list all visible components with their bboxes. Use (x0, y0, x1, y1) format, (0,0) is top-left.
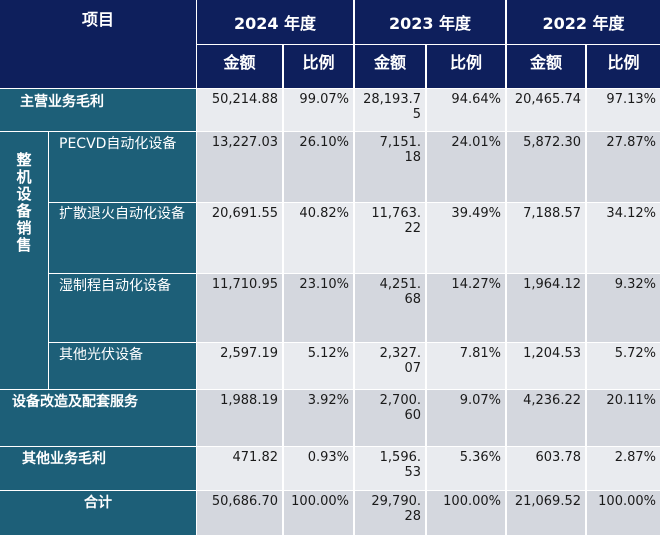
cell-otherbiz-r2022: 2.87% (587, 447, 660, 490)
cell-pecvd-v2023: 7,151.18 (355, 132, 425, 202)
cell-otherpv-r2024: 5.12% (284, 343, 353, 389)
cell-wet-v2023: 4,251.68 (355, 274, 425, 342)
cell-wet-v2024: 11,710.95 (197, 274, 282, 342)
header-ratio-2023: 比例 (427, 45, 505, 88)
cell-total-r2024: 100.00% (284, 491, 353, 535)
cell-total-v2024: 50,686.70 (197, 491, 282, 535)
cell-otherbiz-v2023: 1,596.53 (355, 447, 425, 490)
cell-main-v2024: 50,214.88 (197, 89, 282, 131)
header-year-2023-label: 2023 年度 (388, 14, 472, 33)
header-amount-2022: 金额 (507, 45, 585, 88)
header-year-2023: 2023 年度 (355, 0, 505, 44)
cell-pecvd-v2022: 5,872.30 (507, 132, 585, 202)
row-label-retrofit-service: 设备改造及配套服务 (0, 390, 196, 446)
cell-retrofit-r2024: 3.92% (284, 390, 353, 446)
cell-diffusion-v2024: 20,691.55 (197, 203, 282, 273)
row-label-pecvd: PECVD自动化设备 (49, 132, 196, 202)
header-year-2022-label: 2022 年度 (542, 14, 625, 33)
cell-total-r2023: 100.00% (427, 491, 505, 535)
cell-otherbiz-v2022: 603.78 (507, 447, 585, 490)
cell-diffusion-r2024: 40.82% (284, 203, 353, 273)
row-label-other-pv: 其他光伏设备 (49, 343, 196, 389)
group-label-equipment-sales: 整机设备销售 (0, 132, 48, 389)
cell-retrofit-v2022: 4,236.22 (507, 390, 585, 446)
cell-diffusion-r2023: 39.49% (427, 203, 505, 273)
cell-pecvd-r2022: 27.87% (587, 132, 660, 202)
header-year-2022: 2022 年度 (507, 0, 660, 44)
row-label-other-business: 其他业务毛利 (0, 447, 196, 490)
cell-diffusion-r2022: 34.12% (587, 203, 660, 273)
header-year-2024-label: 2024 年度 (233, 14, 317, 33)
row-label-wet-process: 湿制程自动化设备 (49, 274, 196, 342)
header-item-label: 项目 (81, 10, 114, 29)
cell-main-r2024: 99.07% (284, 89, 353, 131)
cell-otherpv-v2022: 1,204.53 (507, 343, 585, 389)
row-label-main-business: 主营业务毛利 (0, 89, 196, 131)
header-ratio-2024: 比例 (284, 45, 353, 88)
cell-pecvd-r2023: 24.01% (427, 132, 505, 202)
cell-main-v2023: 28,193.75 (355, 89, 425, 131)
cell-total-r2022: 100.00% (587, 491, 660, 535)
cell-retrofit-r2023: 9.07% (427, 390, 505, 446)
cell-total-v2023: 29,790.28 (355, 491, 425, 535)
header-item: 项目 (0, 0, 196, 88)
cell-diffusion-v2022: 7,188.57 (507, 203, 585, 273)
cell-otherbiz-v2024: 471.82 (197, 447, 282, 490)
cell-retrofit-v2024: 1,988.19 (197, 390, 282, 446)
header-amount-2024: 金额 (197, 45, 282, 88)
cell-otherpv-r2023: 7.81% (427, 343, 505, 389)
cell-wet-r2022: 9.32% (587, 274, 660, 342)
cell-main-r2023: 94.64% (427, 89, 505, 131)
cell-diffusion-v2023: 11,763.22 (355, 203, 425, 273)
header-ratio-2022: 比例 (587, 45, 660, 88)
cell-retrofit-r2022: 20.11% (587, 390, 660, 446)
cell-main-v2022: 20,465.74 (507, 89, 585, 131)
cell-wet-r2023: 14.27% (427, 274, 505, 342)
cell-otherbiz-r2024: 0.93% (284, 447, 353, 490)
cell-pecvd-v2024: 13,227.03 (197, 132, 282, 202)
cell-otherbiz-r2023: 5.36% (427, 447, 505, 490)
row-label-total: 合计 (0, 491, 196, 535)
cell-wet-r2024: 23.10% (284, 274, 353, 342)
cell-wet-v2022: 1,964.12 (507, 274, 585, 342)
cell-otherpv-v2023: 2,327.07 (355, 343, 425, 389)
cell-retrofit-v2023: 2,700.60 (355, 390, 425, 446)
row-label-diffusion: 扩散退火自动化设备 (49, 203, 196, 273)
cell-total-v2022: 21,069.52 (507, 491, 585, 535)
cell-pecvd-r2024: 26.10% (284, 132, 353, 202)
cell-otherpv-v2024: 2,597.19 (197, 343, 282, 389)
header-amount-2023: 金额 (355, 45, 425, 88)
cell-main-r2022: 97.13% (587, 89, 660, 131)
header-year-2024: 2024 年度 (197, 0, 353, 44)
cell-otherpv-r2022: 5.72% (587, 343, 660, 389)
